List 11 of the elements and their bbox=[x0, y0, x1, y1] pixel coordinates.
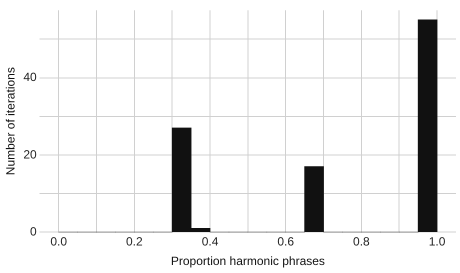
x-tick-label: 0.8 bbox=[353, 234, 370, 249]
x-axis-title: Proportion harmonic phrases bbox=[170, 254, 325, 268]
x-tick-label: 0.2 bbox=[126, 234, 144, 249]
x-tick-label: 0.6 bbox=[277, 234, 294, 249]
y-tick-label: 40 bbox=[23, 70, 38, 84]
y-axis-title: Number of iterations bbox=[4, 67, 18, 176]
x-tick-label: 1.0 bbox=[428, 234, 446, 249]
x-tick-label: 0.0 bbox=[50, 234, 68, 249]
y-tick-label: 20 bbox=[23, 147, 38, 162]
x-tick-label: 0.4 bbox=[202, 234, 219, 249]
y-tick-label: 0 bbox=[30, 224, 38, 239]
